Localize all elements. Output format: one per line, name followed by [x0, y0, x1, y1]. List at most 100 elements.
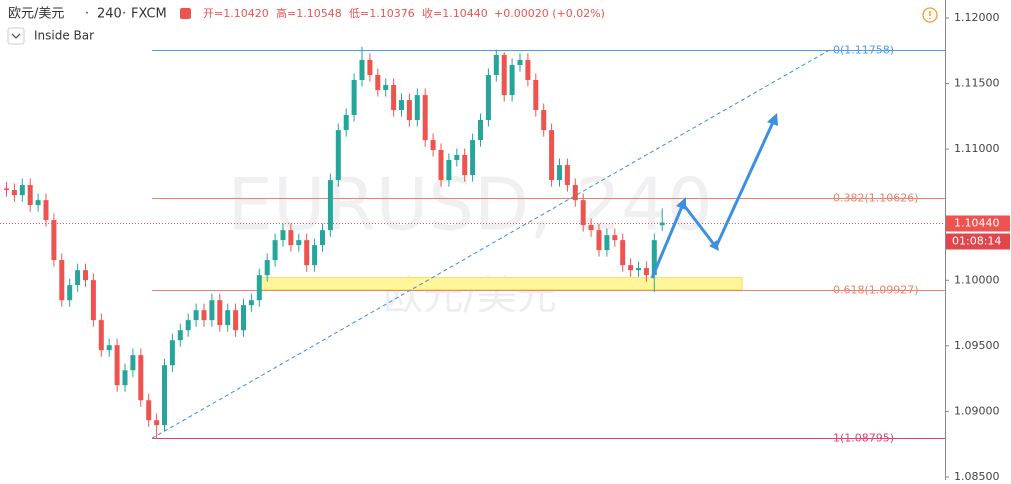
candle-body — [154, 420, 160, 426]
candle-body — [620, 240, 626, 266]
trend-line — [151, 49, 831, 439]
candle-body — [11, 190, 17, 196]
candle-body — [19, 185, 25, 196]
candle-body — [636, 268, 641, 271]
candle-body — [138, 355, 144, 401]
ohlc-low: 低=1.10376 — [349, 7, 415, 20]
ohlc-high: 高=1.10548 — [276, 6, 342, 20]
candle-body — [422, 95, 428, 141]
candle-body — [414, 95, 420, 120]
candle-body — [320, 230, 325, 246]
candle-body — [541, 110, 547, 131]
dot: · — [85, 7, 89, 22]
y-tick-label: 1.10000 — [954, 273, 1000, 286]
candle-body — [612, 235, 618, 241]
candle-body — [296, 240, 302, 246]
last-price-tag — [946, 215, 1010, 232]
candle-body — [4, 188, 9, 191]
chevron — [11, 33, 21, 39]
dot: · — [122, 7, 126, 22]
candle-body — [549, 130, 555, 181]
ohlc-open: 开=1.10420 — [203, 7, 269, 20]
candle-body — [98, 320, 104, 351]
support-zone — [257, 277, 743, 291]
candle-body — [470, 140, 476, 176]
candle-body — [509, 65, 515, 96]
candle-body — [225, 310, 231, 326]
watermark: EURUSD, 240 — [227, 163, 712, 247]
interval: 240 — [97, 7, 122, 22]
candle-body — [596, 230, 602, 251]
ohlc-close: 收=1.10440 — [422, 6, 488, 20]
countdown-tag — [946, 233, 1010, 250]
candle-body — [517, 59, 523, 66]
y-tick-label: 1.11500 — [954, 77, 1000, 90]
candle-body — [209, 300, 215, 321]
candle-body — [35, 200, 41, 206]
candle-body — [256, 275, 262, 301]
candle-body — [335, 130, 341, 181]
warning-dot — [929, 17, 931, 20]
candle-body — [454, 155, 460, 160]
candle-body — [193, 310, 199, 321]
candle-body — [572, 185, 578, 201]
y-tick-label: 1.11000 — [954, 142, 1000, 155]
candle-body — [106, 345, 112, 351]
candle-body — [27, 185, 33, 206]
candle-body — [201, 310, 207, 321]
candle-body — [67, 285, 73, 301]
candle-body — [233, 310, 239, 331]
candle-body — [580, 200, 586, 226]
fib-label: 0.382(1.10626) — [833, 192, 919, 205]
candle-body — [651, 240, 657, 276]
candle-body — [185, 320, 191, 331]
candle-body — [438, 150, 444, 181]
fib-label: 1(1.08795) — [833, 432, 894, 445]
candle-body — [90, 280, 96, 321]
candle-body — [75, 270, 81, 286]
candle-body — [351, 80, 357, 116]
candle-body — [122, 370, 128, 386]
candle-body — [304, 240, 310, 266]
candle-body — [375, 75, 381, 90]
candle-body — [485, 75, 491, 120]
candle-body — [264, 260, 270, 276]
candle-body — [288, 230, 294, 246]
candle-body — [557, 165, 562, 181]
warning-icon[interactable] — [922, 7, 938, 23]
candle-body — [628, 265, 634, 271]
candle-body — [399, 100, 404, 111]
candle-body — [493, 54, 499, 76]
fib-label: 0.618(1.09927) — [833, 284, 919, 297]
candle-body — [177, 330, 183, 341]
candle-body — [162, 365, 167, 426]
projection-arrows — [650, 113, 778, 279]
candle-body — [146, 400, 152, 421]
collapse-button[interactable] — [7, 27, 25, 45]
arrow-down — [681, 203, 718, 248]
arrow-up-2 — [714, 119, 776, 248]
candle-body — [533, 80, 539, 111]
candle-body — [501, 54, 507, 96]
candle-body — [478, 120, 483, 141]
candle-body — [217, 300, 223, 326]
candle-body — [272, 240, 278, 261]
candle-body — [430, 140, 436, 151]
candle-body — [327, 180, 333, 231]
candle-body — [280, 230, 286, 241]
candle-body — [43, 200, 49, 221]
status-icon — [180, 8, 191, 19]
candle-body — [83, 270, 88, 281]
countdown: 01:08:14 — [952, 235, 1001, 248]
candle-body — [564, 165, 570, 186]
candle-body — [406, 100, 412, 120]
candle-body — [51, 220, 57, 261]
arrow-head — [767, 113, 778, 126]
y-tick-label: 1.09500 — [954, 339, 1000, 352]
symbol: 欧元/美元 — [8, 7, 64, 22]
candle-body — [446, 160, 452, 181]
y-tick-label: 1.12000 — [954, 11, 1000, 24]
watermark-group: EURUSD, 240 欧元/美元 — [227, 163, 712, 319]
candle-body — [462, 155, 468, 176]
